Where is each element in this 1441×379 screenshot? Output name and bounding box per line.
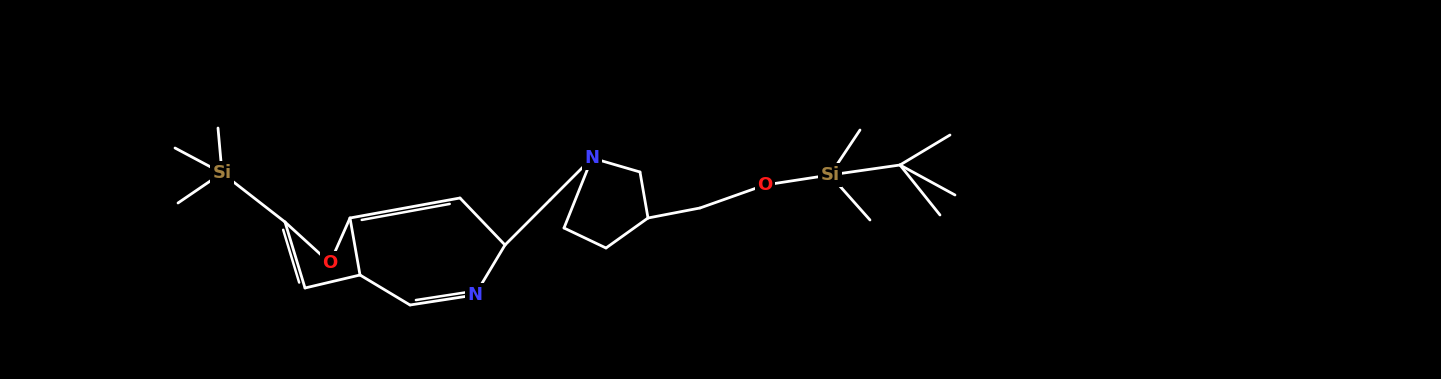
Text: N: N: [467, 286, 483, 304]
Text: Si: Si: [820, 166, 840, 184]
Text: N: N: [585, 149, 599, 167]
Text: O: O: [758, 176, 772, 194]
Text: O: O: [323, 254, 337, 272]
Text: Si: Si: [212, 164, 232, 182]
